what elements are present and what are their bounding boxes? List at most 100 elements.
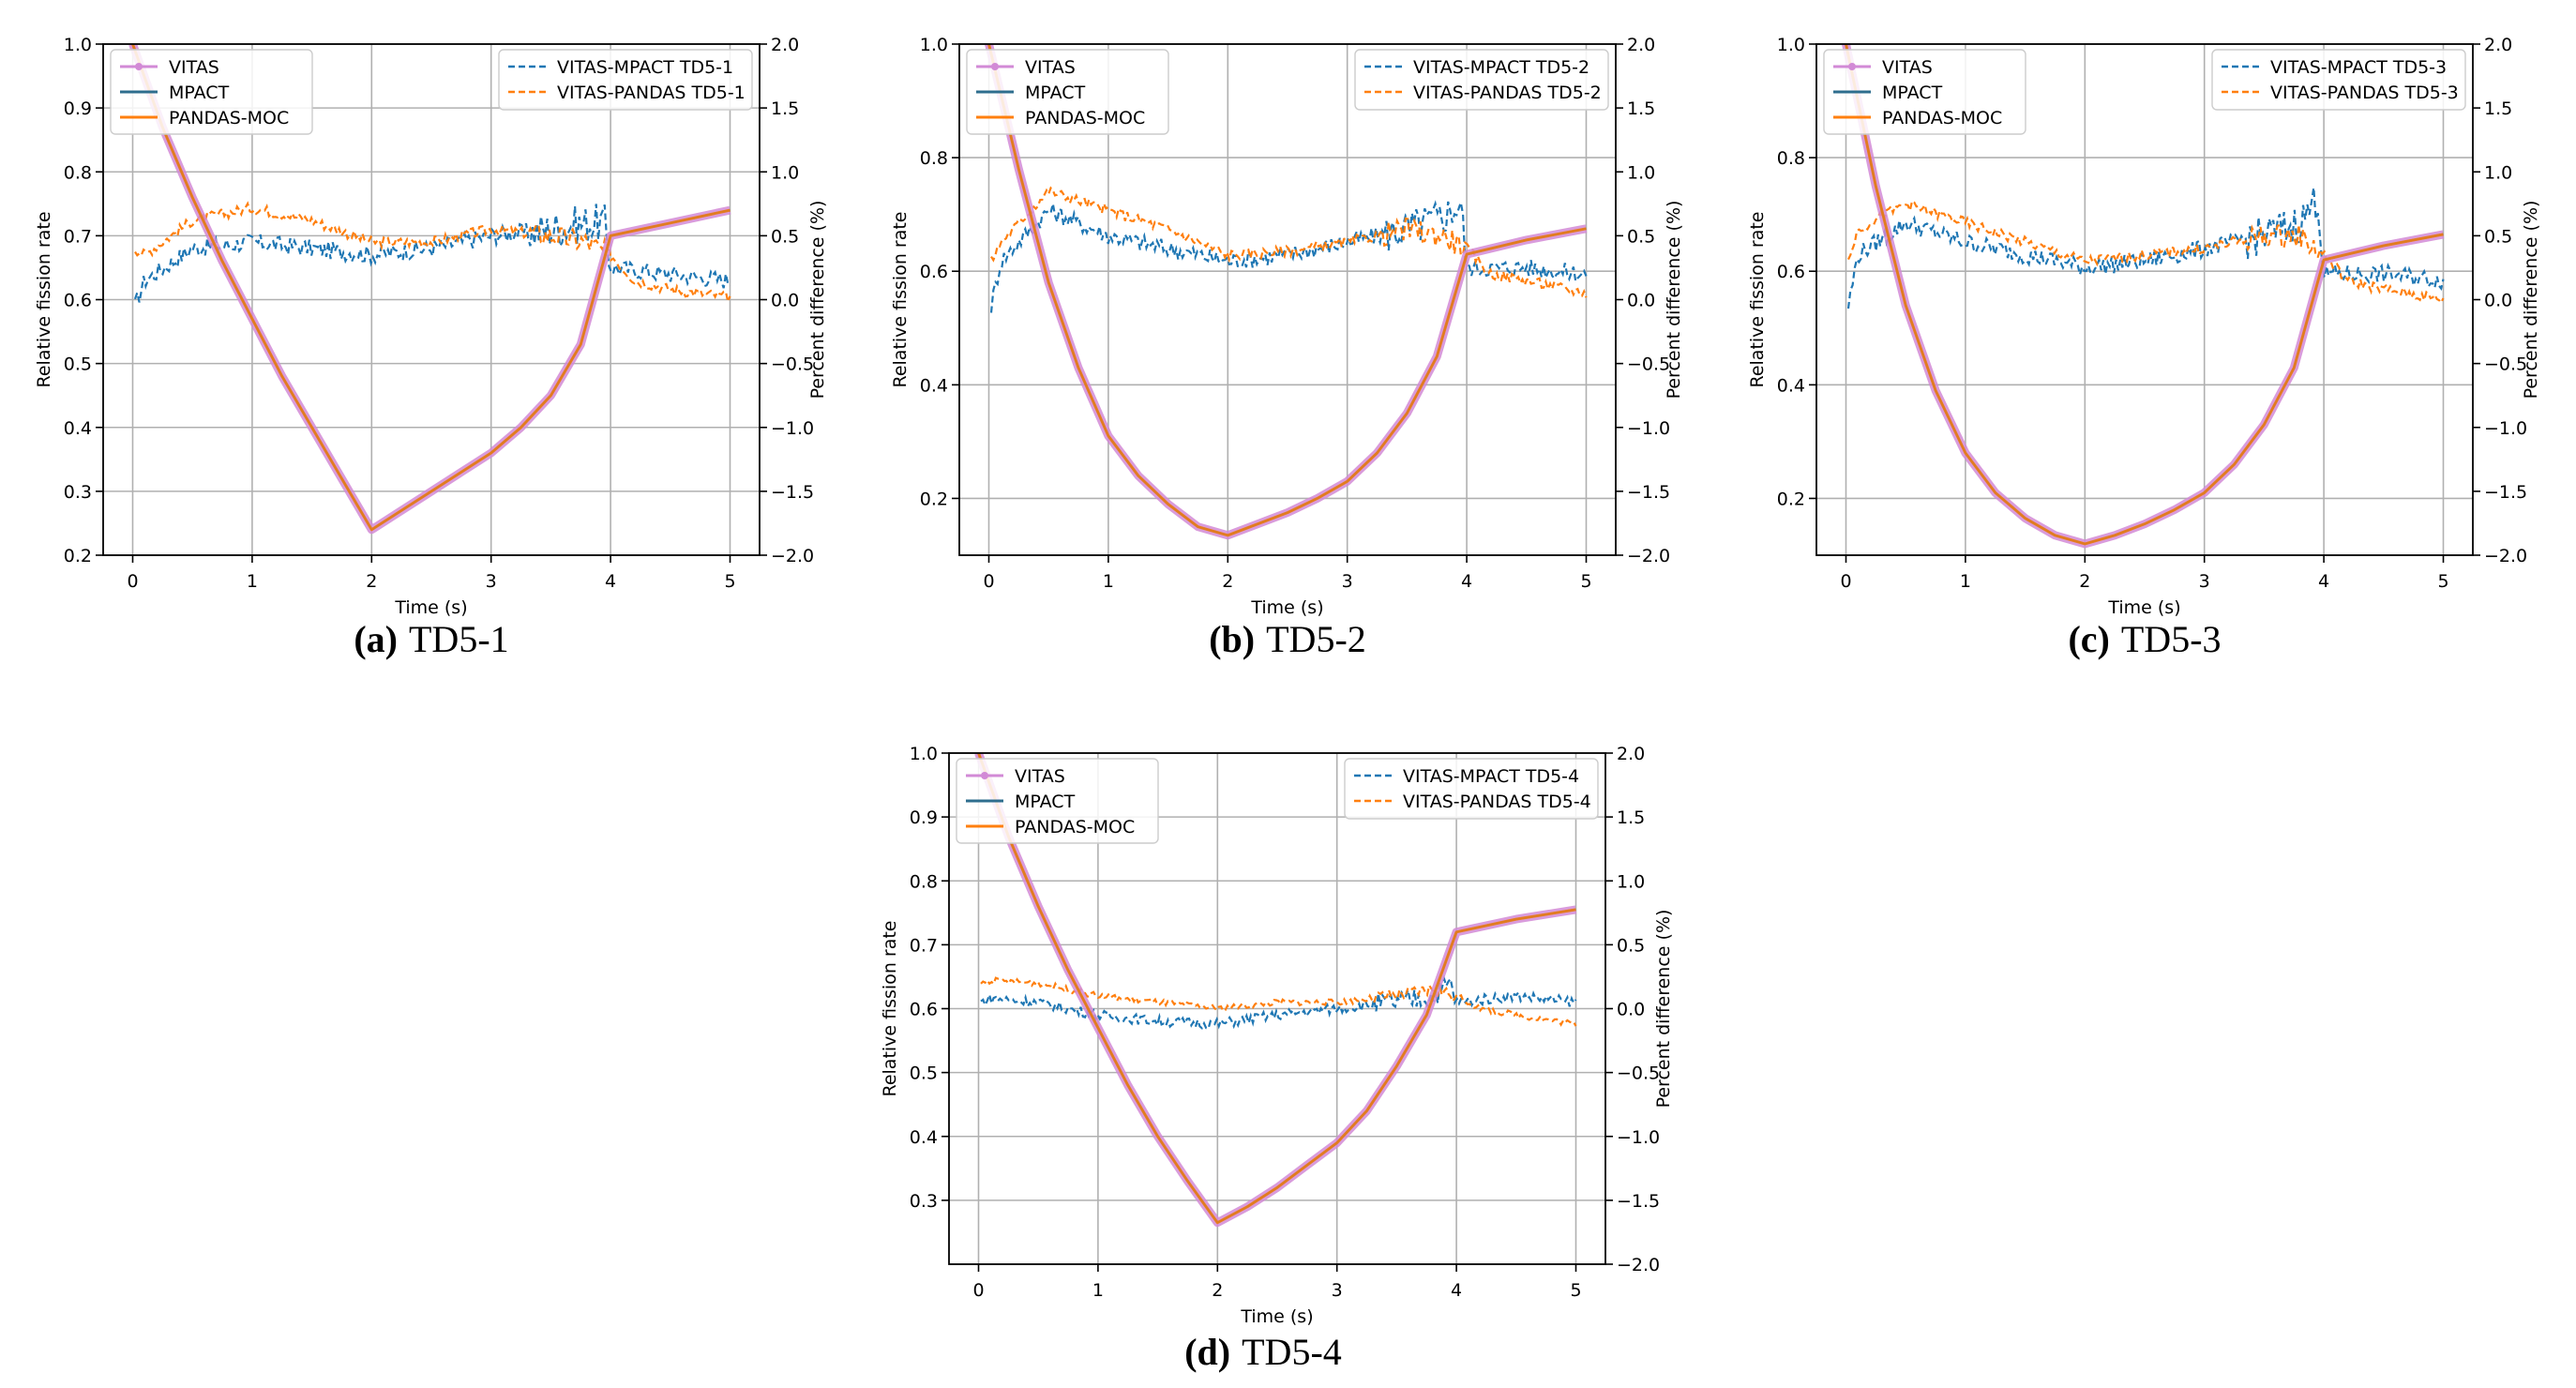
legend-entry: VITAS-PANDAS TD5-1 — [557, 83, 746, 103]
legend-entry: VITAS-MPACT TD5-2 — [1413, 57, 1589, 78]
diff-series-vitas-mpact — [1846, 187, 2445, 309]
plot-area — [128, 44, 731, 535]
diff-series-vitas-mpact — [980, 974, 1577, 1031]
right-tick-label: 1.0 — [2484, 162, 2512, 183]
caption-text: TD5-2 — [1266, 618, 1366, 660]
legend-box — [1823, 49, 2026, 135]
right-tick-label: −1.5 — [2484, 482, 2527, 503]
right-tick-label: −0.5 — [771, 355, 814, 375]
right-tick-label: −2.0 — [771, 546, 814, 566]
subfigure-caption: (c) TD5-3 — [2068, 618, 2221, 660]
y-axis-label-right: Percent difference (%) — [1664, 201, 1684, 400]
x-tick-label: 0 — [1840, 571, 1851, 592]
y-tick-label: 0.6 — [1777, 262, 1805, 282]
plot-area — [974, 753, 1577, 1228]
x-tick-label: 2 — [1222, 571, 1233, 592]
y-axis-label-left: Relative fission rate — [34, 211, 54, 387]
legend-fission-rate: VITAS MPACT PANDAS-MOC — [110, 49, 313, 135]
y-tick-label: 0.5 — [910, 1064, 938, 1084]
chart-panel-1: 0 1 2 3 4 5 Time (s) 0.2 0.3 0.4 0.5 0.6 0.7 0.8 0.9 1.… — [34, 35, 828, 618]
legend-fission-rate: VITAS MPACT PANDAS-MOC — [1823, 49, 2026, 135]
right-tick-label: 2.0 — [2484, 35, 2512, 55]
right-tick-label: 0.0 — [1627, 291, 1655, 311]
legend-entry: VITAS — [1882, 57, 1933, 78]
right-tick-label: 0.0 — [2484, 291, 2512, 311]
y-tick-label: 0.8 — [1777, 148, 1805, 169]
right-tick-label: −0.5 — [2484, 355, 2527, 375]
right-tick-label: −1.0 — [1617, 1127, 1660, 1148]
legend-marker — [135, 63, 143, 70]
y-tick-label: 0.3 — [64, 482, 92, 503]
y-tick-label: 0.6 — [910, 1000, 938, 1020]
y-tick-label: 0.5 — [64, 355, 92, 375]
x-tick-label: 1 — [247, 571, 258, 592]
y-tick-label: 0.6 — [64, 291, 92, 311]
series-pandas-moc — [131, 44, 731, 532]
diff-series-vitas-pandas — [990, 186, 1588, 298]
x-tick-label: 0 — [127, 571, 138, 592]
y-tick-label: 0.9 — [64, 98, 92, 119]
y-axis-label-left: Relative fission rate — [1747, 211, 1768, 387]
right-tick-label: 1.0 — [1627, 162, 1655, 183]
right-tick-label: 1.5 — [1617, 807, 1645, 828]
x-axis-label: Time (s) — [394, 597, 467, 618]
x-tick-label: 5 — [2437, 571, 2448, 592]
y-tick-label: 0.6 — [920, 262, 948, 282]
y-tick-label: 0.4 — [920, 375, 948, 396]
caption-label: (a) — [354, 618, 398, 660]
right-tick-label: −1.0 — [771, 418, 814, 439]
y-axis-label-left: Relative fission rate — [880, 920, 900, 1096]
legend-marker — [991, 63, 999, 70]
y-tick-label: 0.7 — [64, 226, 92, 247]
legend-entry: VITAS-MPACT TD5-4 — [1403, 766, 1579, 787]
diff-series-vitas-mpact — [133, 204, 731, 303]
legend-differences: VITAS-MPACT TD5-3 VITAS-PANDAS TD5-3 — [2211, 49, 2466, 111]
legend-entry: VITAS-PANDAS TD5-2 — [1413, 83, 1602, 103]
right-tick-label: −1.5 — [771, 482, 814, 503]
legend-marker — [981, 772, 988, 779]
caption-text: TD5-4 — [1242, 1331, 1342, 1373]
caption-label: (c) — [2068, 618, 2109, 660]
legend-differences: VITAS-MPACT TD5-2 VITAS-PANDAS TD5-2 — [1354, 49, 1609, 111]
x-tick-label: 3 — [2199, 571, 2210, 592]
legend-box — [1344, 758, 1599, 820]
y-tick-label: 0.9 — [910, 807, 938, 828]
right-tick-label: −2.0 — [1617, 1255, 1660, 1275]
right-tick-label: 1.0 — [771, 162, 799, 183]
series-pandas-moc — [1845, 44, 2444, 546]
x-tick-label: 2 — [1212, 1280, 1223, 1301]
legend-entry: VITAS-PANDAS TD5-3 — [2270, 83, 2459, 103]
right-tick-label: −0.5 — [1617, 1064, 1660, 1084]
caption-label: (d) — [1184, 1331, 1230, 1373]
y-tick-label: 0.2 — [920, 489, 948, 509]
legend-fission-rate: VITAS MPACT PANDAS-MOC — [956, 758, 1159, 844]
y-tick-label: 0.7 — [910, 935, 938, 956]
legend-box — [498, 49, 753, 111]
right-tick-label: 1.5 — [2484, 98, 2512, 119]
x-tick-label: 4 — [605, 571, 616, 592]
right-tick-label: 0.5 — [2484, 226, 2512, 247]
y-tick-label: 0.8 — [920, 148, 948, 169]
right-tick-label: 2.0 — [1617, 744, 1645, 764]
y-axis-label-right: Percent difference (%) — [2521, 201, 2541, 400]
y-axis-label-right: Percent difference (%) — [807, 201, 828, 400]
x-tick-label: 3 — [1342, 571, 1353, 592]
legend-entry: VITAS-PANDAS TD5-4 — [1403, 792, 1591, 812]
subfigure-caption: (d) TD5-4 — [1184, 1331, 1342, 1373]
legend-marker — [1848, 63, 1856, 70]
legend-entry: VITAS — [1025, 57, 1076, 78]
caption-text: TD5-3 — [2121, 618, 2222, 660]
legend-box — [2211, 49, 2466, 111]
right-tick-label: −1.5 — [1627, 482, 1670, 503]
legend-entry: VITAS — [1015, 766, 1065, 787]
x-tick-label: 0 — [972, 1280, 984, 1301]
x-tick-label: 2 — [366, 571, 377, 592]
legend-entry: PANDAS-MOC — [169, 108, 289, 128]
x-tick-label: 5 — [724, 571, 735, 592]
legend-fission-rate: VITAS MPACT PANDAS-MOC — [966, 49, 1169, 135]
y-tick-label: 1.0 — [910, 744, 938, 764]
caption-label: (b) — [1209, 618, 1255, 660]
x-tick-label: 4 — [2318, 571, 2329, 592]
legend-entry: PANDAS-MOC — [1015, 817, 1135, 837]
